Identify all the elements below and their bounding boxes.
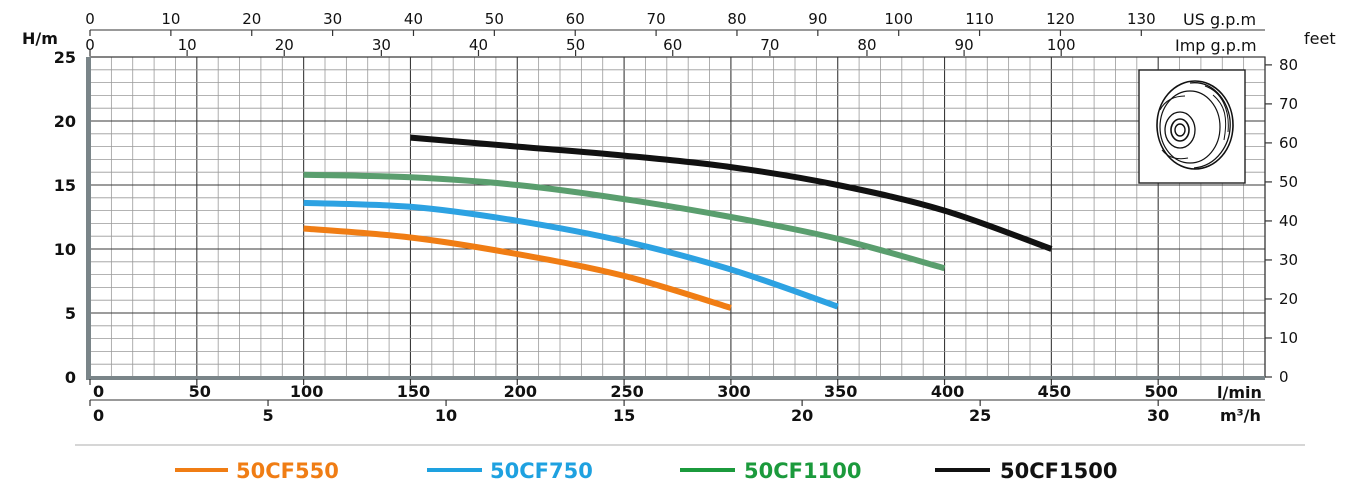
legend-label-50cf550: 50CF550 xyxy=(236,459,339,483)
right-tick-label: 80 xyxy=(1279,56,1298,74)
right-axis-title: feet xyxy=(1304,29,1336,48)
curve-50cf750 xyxy=(303,199,839,310)
right-tick-label: 70 xyxy=(1279,95,1298,113)
bottom-secondary-tick-label: 15 xyxy=(613,406,635,425)
right-tick-label: 30 xyxy=(1279,251,1298,269)
top-us-tick-label: 50 xyxy=(485,10,504,28)
top-us-tick-label: 0 xyxy=(85,10,95,28)
bottom-secondary-tick-label: 20 xyxy=(791,406,813,425)
top-us-tick-label: 60 xyxy=(566,10,585,28)
left-tick-label: 10 xyxy=(54,240,76,259)
left-axis-title: H/m xyxy=(22,29,58,48)
curve-50cf550 xyxy=(303,225,732,311)
bottom-secondary-tick-label: 25 xyxy=(969,406,991,425)
legend: 50CF550 50CF750 50CF1100 50CF1500 xyxy=(175,459,1117,483)
top-us-tick-label: 100 xyxy=(884,10,913,28)
right-tick-label: 10 xyxy=(1279,329,1298,347)
bottom-primary-tick-label: 450 xyxy=(1038,382,1071,401)
bottom-secondary-tick-label: 30 xyxy=(1147,406,1169,425)
top-us-axis-title: US g.p.m xyxy=(1183,10,1256,29)
top-us-tick-label: 80 xyxy=(727,10,746,28)
impeller-inset xyxy=(1138,69,1246,184)
top-imp-axis-title: Imp g.p.m xyxy=(1175,36,1257,55)
bottom-primary-tick-label: 200 xyxy=(504,382,537,401)
legend-label-50cf1500: 50CF1500 xyxy=(1000,459,1117,483)
top-imp-tick-label: 40 xyxy=(469,36,488,54)
left-axis-bar xyxy=(86,57,1265,380)
top-imp-tick-label: 20 xyxy=(275,36,294,54)
top-us-tick-label: 130 xyxy=(1127,10,1156,28)
top-us-tick-label: 30 xyxy=(323,10,342,28)
left-tick-label: 25 xyxy=(54,48,76,67)
right-tick-label: 0 xyxy=(1279,368,1289,386)
performance-curves xyxy=(303,134,1053,311)
bottom-primary-tick-label: 50 xyxy=(189,382,211,401)
right-tick-label: 60 xyxy=(1279,134,1298,152)
bottom-primary-axis-title: l/min xyxy=(1217,383,1262,402)
legend-item-50cf1500: 50CF1500 xyxy=(935,459,1117,483)
top-imp-tick-label: 60 xyxy=(663,36,682,54)
bottom-primary-tick-label: 400 xyxy=(931,382,964,401)
top-us-tick-label: 90 xyxy=(808,10,827,28)
top-imp-tick-label: 100 xyxy=(1047,36,1076,54)
bottom-secondary-tick-label: 10 xyxy=(435,406,457,425)
legend-label-50cf1100: 50CF1100 xyxy=(744,459,861,483)
bottom-primary-tick-label: 100 xyxy=(290,382,323,401)
left-axis-band xyxy=(86,57,91,379)
top-us-tick-label: 40 xyxy=(404,10,423,28)
right-tick-label: 40 xyxy=(1279,212,1298,230)
left-tick-label: 5 xyxy=(65,304,76,323)
bottom-secondary-tick-label: 5 xyxy=(262,406,273,425)
top-us-tick-label: 10 xyxy=(161,10,180,28)
legend-label-50cf750: 50CF750 xyxy=(490,459,593,483)
plot-grid xyxy=(89,56,1266,378)
top-us-tick-label: 110 xyxy=(965,10,994,28)
top-us-tick-label: 120 xyxy=(1046,10,1075,28)
top-imp-tick-label: 70 xyxy=(760,36,779,54)
top-imp-tick-label: 90 xyxy=(955,36,974,54)
curve-50cf1500 xyxy=(410,134,1053,252)
top-us-tick-label: 70 xyxy=(647,10,666,28)
curve-50cf1100 xyxy=(303,171,946,272)
left-tick-label: 15 xyxy=(54,176,76,195)
legend-item-50cf1100: 50CF1100 xyxy=(680,459,861,483)
bottom-primary-tick-label: 350 xyxy=(824,382,857,401)
legend-item-50cf550: 50CF550 xyxy=(175,459,339,483)
bottom-primary-tick-label: 300 xyxy=(717,382,750,401)
top-imp-tick-label: 30 xyxy=(372,36,391,54)
left-tick-label: 20 xyxy=(54,112,76,131)
bottom-secondary-axis-title: m³/h xyxy=(1220,406,1261,425)
bottom-primary-tick-label: 250 xyxy=(610,382,643,401)
top-us-tick-label: 20 xyxy=(242,10,261,28)
impeller-icon xyxy=(1156,80,1234,170)
right-tick-label: 50 xyxy=(1279,173,1298,191)
top-imp-tick-label: 80 xyxy=(857,36,876,54)
top-imp-tick-label: 0 xyxy=(85,36,95,54)
top-imp-tick-label: 10 xyxy=(178,36,197,54)
plot-border xyxy=(89,56,1266,378)
left-tick-label: 0 xyxy=(65,368,76,387)
bottom-axis-band xyxy=(86,376,1265,380)
bottom-primary-tick-label: 500 xyxy=(1144,382,1177,401)
bottom-primary-tick-label: 0 xyxy=(93,382,104,401)
bottom-primary-tick-label: 150 xyxy=(397,382,430,401)
legend-item-50cf750: 50CF750 xyxy=(427,459,593,483)
bottom-secondary-tick-label: 0 xyxy=(93,406,104,425)
top-imp-tick-label: 50 xyxy=(566,36,585,54)
right-tick-label: 20 xyxy=(1279,290,1298,308)
